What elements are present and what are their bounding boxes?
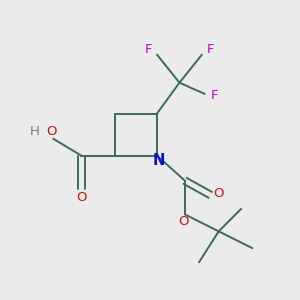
Text: N: N bbox=[152, 153, 165, 168]
Text: O: O bbox=[178, 215, 189, 228]
Text: F: F bbox=[206, 43, 214, 56]
Text: O: O bbox=[213, 187, 224, 200]
Text: H: H bbox=[30, 125, 40, 138]
Text: O: O bbox=[76, 190, 86, 204]
Text: O: O bbox=[46, 125, 57, 138]
Text: F: F bbox=[211, 89, 218, 102]
Text: F: F bbox=[145, 43, 152, 56]
